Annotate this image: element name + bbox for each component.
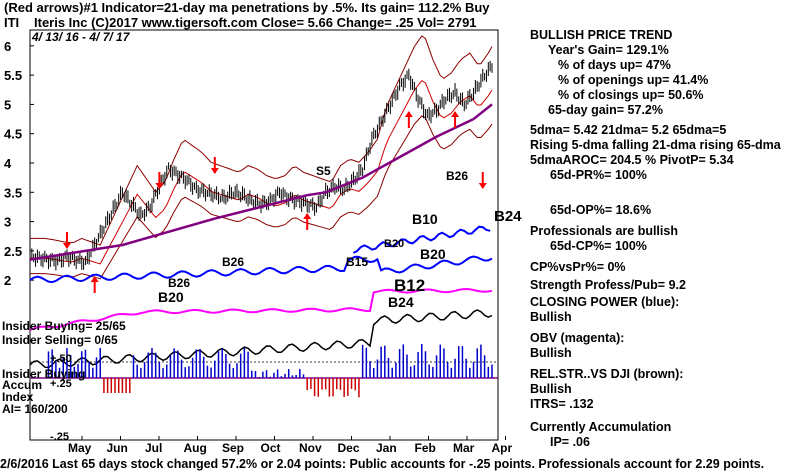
indicator-header: (Red arrows)#1 Indicator=21-day ma penet… bbox=[4, 0, 490, 15]
y-tick-label: 5 bbox=[4, 97, 11, 112]
chart-series bbox=[29, 60, 493, 369]
signal-arrow-head bbox=[62, 243, 71, 249]
annotation-b26-upper: B26 bbox=[446, 169, 468, 183]
annotation-s5: S5 bbox=[316, 164, 331, 178]
x-tick-label: Jan bbox=[376, 441, 397, 455]
cp-65d: 65d-CP%= 100% bbox=[550, 239, 647, 253]
plot-frame bbox=[29, 29, 499, 441]
accumulation-status: Currently Accumulation bbox=[530, 420, 672, 434]
acc-plus50-label: +.50 bbox=[50, 353, 72, 365]
accum-label: Accum bbox=[2, 378, 42, 392]
signal-arrows bbox=[62, 111, 487, 293]
op-65d: 65d-OP%= 18.6% bbox=[550, 203, 652, 217]
annotation-b26-mid: B26 bbox=[168, 276, 190, 290]
footer-text: Last 65 days stock changed 57.2% or 2.04… bbox=[52, 457, 765, 471]
professionals-status: Professionals are bullish bbox=[530, 224, 678, 238]
y-tick-label: 4 bbox=[4, 156, 12, 171]
closing-power-upper bbox=[352, 225, 491, 254]
annotation-b24-right: B24 bbox=[494, 208, 522, 225]
relstr-status: Bullish bbox=[530, 382, 572, 396]
closings-up: % of closings up= 50.6% bbox=[558, 88, 704, 102]
x-axis-ticks: May Jun Jul Aug Sep Oct Nov Dec Jan Feb Mar Apr bbox=[68, 436, 512, 455]
signal-arrow-head bbox=[155, 183, 164, 189]
signal-arrow-head bbox=[478, 183, 487, 189]
days-up: % of days up= 47% bbox=[558, 58, 671, 72]
footer-summary: 2/6/2016 Last 65 days stock changed 57.2… bbox=[0, 457, 800, 471]
signal-arrow-head bbox=[404, 111, 413, 117]
aroc-pivot: 5dmaAROC= 204.5 % PivotP= 5.34 bbox=[530, 153, 734, 167]
y-axis-ticks: 2 2.5 3 3.5 4 4.5 5 5.5 6 bbox=[4, 39, 34, 288]
x-tick-label: Dec bbox=[338, 441, 360, 455]
y-tick-label: 5.5 bbox=[4, 68, 22, 83]
stock-summary: Iteris Inc (C)2017 www.tigersoft.com Clo… bbox=[34, 15, 477, 30]
y-tick-label: 2 bbox=[4, 273, 11, 288]
ip-value: IP= .06 bbox=[550, 435, 590, 449]
annotation-b24-lower: B24 bbox=[388, 294, 414, 310]
annotation-b20-cluster: B20 bbox=[384, 238, 404, 250]
x-tick-label: Nov bbox=[299, 441, 322, 455]
annotation-b15: B15 bbox=[346, 255, 368, 269]
relstr-label: REL.STR..VS DJI (brown): bbox=[530, 367, 684, 381]
insider-buying-short: Insider Buying bbox=[2, 367, 85, 381]
y-tick-label: 3.5 bbox=[4, 185, 22, 200]
annotation-b10: B10 bbox=[412, 211, 438, 227]
x-tick-label: Feb bbox=[415, 441, 436, 455]
obv-status: Bullish bbox=[530, 346, 572, 360]
x-tick-label: Apr bbox=[492, 441, 513, 455]
signal-arrow-head bbox=[90, 276, 99, 282]
lower-band bbox=[30, 115, 493, 280]
x-tick-label: May bbox=[68, 441, 92, 455]
itrs-value: ITRS= .132 bbox=[530, 397, 594, 411]
footer-prefix: 2/6/2016 bbox=[0, 457, 49, 471]
annotation-b12: B12 bbox=[394, 276, 425, 295]
x-tick-label: Sep bbox=[222, 441, 244, 455]
date-range: 4/ 13/ 16 - 4/ 7/ 17 bbox=[31, 30, 131, 44]
x-tick-label: Aug bbox=[184, 441, 207, 455]
openings-up: % of openings up= 41.4% bbox=[558, 73, 709, 87]
ai-label: AI= 160/200 bbox=[2, 402, 68, 416]
index-label: Index bbox=[2, 390, 34, 404]
signal-arrow-head bbox=[451, 111, 460, 117]
y-tick-label: 2.5 bbox=[4, 244, 22, 259]
upper-band bbox=[30, 35, 493, 246]
closing-power-line bbox=[29, 255, 493, 284]
ma-direction: Rising 5-dma falling 21-dma rising 65-dm… bbox=[530, 138, 781, 152]
x-tick-label: Mar bbox=[453, 441, 475, 455]
acc-minus25-label: -.25 bbox=[50, 431, 69, 443]
y-tick-label: 4.5 bbox=[4, 127, 22, 142]
stats-panel: BULLISH PRICE TREND Year's Gain= 129.1% … bbox=[530, 28, 798, 450]
years-gain: Year's Gain= 129.1% bbox=[548, 43, 669, 57]
ticker-symbol: ITI bbox=[4, 15, 19, 30]
annotation-b20-left: B20 bbox=[158, 289, 184, 305]
x-tick-label: Oct bbox=[261, 441, 281, 455]
trend-status: BULLISH PRICE TREND bbox=[530, 28, 673, 42]
annotation-b26-lower: B26 bbox=[222, 255, 244, 269]
signal-arrow-head bbox=[210, 168, 219, 174]
signal-arrow-head bbox=[303, 213, 312, 219]
strength-ratio: Strength Profess/Pub= 9.2 bbox=[530, 278, 686, 292]
obv-label: OBV (magenta): bbox=[530, 331, 625, 345]
price-bands bbox=[30, 35, 493, 280]
ma21-line bbox=[30, 80, 493, 265]
insider-buying: Insider Buying= 25/65 bbox=[2, 319, 126, 333]
relstr-line bbox=[29, 309, 493, 369]
y-tick-label: 6 bbox=[4, 39, 11, 54]
dma-values: 5dma= 5.42 21dma= 5.2 65dma=5 bbox=[530, 123, 727, 137]
closing-power-status: Bullish bbox=[530, 310, 572, 324]
pr-65d: 65d-PR%= 100% bbox=[550, 168, 647, 182]
closing-power-label: CLOSING POWER (blue): bbox=[530, 295, 680, 309]
y-tick-label: 3 bbox=[4, 215, 11, 230]
cp-vs-pr: CP%vsPr%= 0% bbox=[530, 260, 626, 274]
obv-line bbox=[29, 287, 493, 331]
gain-65d: 65-day gain= 57.2% bbox=[548, 103, 663, 117]
x-tick-label: Jul bbox=[145, 441, 162, 455]
annotation-b20-right: B20 bbox=[420, 246, 446, 262]
x-tick-label: Jun bbox=[107, 441, 128, 455]
insider-selling: Insider Selling= 0/65 bbox=[2, 333, 118, 347]
acc-plus25-label: +.25 bbox=[50, 378, 72, 390]
accumulation-bars bbox=[47, 344, 493, 398]
